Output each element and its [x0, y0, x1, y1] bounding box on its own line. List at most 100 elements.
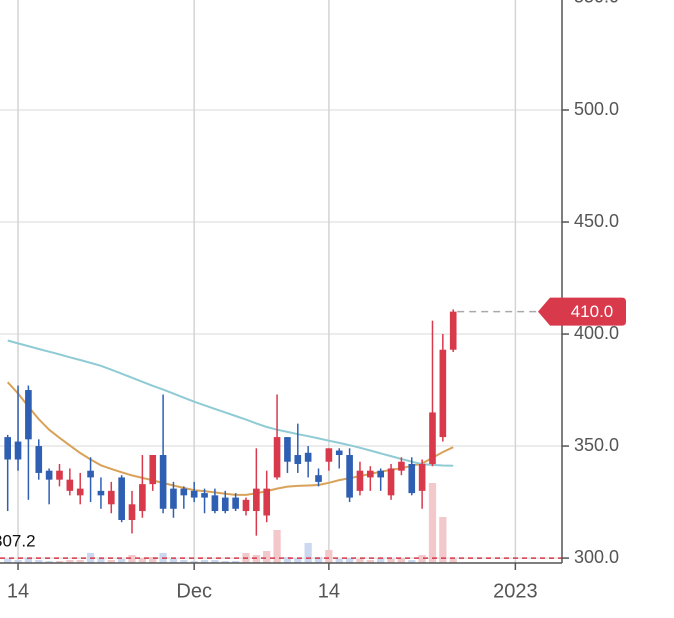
- y-tick-label: 400.0: [574, 323, 619, 343]
- candle-body: [159, 455, 167, 509]
- volume-bar: [76, 560, 84, 563]
- volume-bar: [24, 558, 33, 563]
- candle-body: [377, 470, 384, 478]
- volume-bar: [55, 561, 64, 563]
- candle-body: [284, 437, 291, 462]
- volume-bar: [138, 558, 147, 563]
- volume-bar: [294, 558, 302, 563]
- volume-bar: [325, 550, 333, 563]
- volume-bar: [190, 561, 198, 563]
- candle-body: [118, 477, 125, 520]
- volume-bar: [397, 558, 406, 563]
- volume-bar: [97, 559, 105, 563]
- low-marker-label: 307.2: [0, 531, 36, 550]
- candle-body: [315, 475, 322, 482]
- volume-bar: [428, 483, 437, 563]
- candle-body: [387, 468, 395, 496]
- volume-bar: [335, 559, 343, 563]
- last-price-tag: [538, 297, 626, 326]
- volume-bar: [14, 560, 22, 563]
- volume-bar: [408, 560, 416, 563]
- moving-average-line: [7, 339, 454, 467]
- volume-bar: [377, 558, 385, 563]
- volume-bar: [439, 517, 447, 563]
- candle-body: [398, 461, 405, 471]
- candle-body: [335, 450, 343, 456]
- y-tick-label: 500.0: [574, 99, 619, 119]
- volume-bar: [449, 559, 457, 563]
- volume-bar: [418, 555, 426, 563]
- candle-body: [87, 470, 94, 478]
- candle-body: [14, 441, 22, 460]
- volume-bar: [107, 560, 115, 563]
- volume-bar: [35, 560, 43, 563]
- candle-body: [128, 504, 136, 520]
- volume-bar: [263, 551, 271, 563]
- candle-body: [35, 446, 43, 473]
- last-price-label: 410.0: [571, 302, 614, 321]
- candle-body: [201, 493, 208, 498]
- candle-body: [221, 497, 229, 512]
- candle-body: [273, 437, 281, 478]
- volume-bar: [169, 559, 178, 563]
- candle-body: [304, 452, 312, 462]
- candle-body: [253, 488, 260, 512]
- candle-body: [211, 495, 219, 512]
- candle-body: [346, 455, 353, 498]
- candle-body: [190, 490, 198, 498]
- candle-body: [139, 484, 146, 512]
- volume-bar: [304, 543, 312, 563]
- volume-bar: [356, 559, 364, 563]
- volume-bar: [118, 559, 126, 563]
- candle-body: [294, 455, 302, 464]
- candle-body: [56, 470, 63, 480]
- volume-bar: [128, 555, 136, 563]
- candle-body: [232, 497, 239, 509]
- candle-body: [263, 488, 271, 516]
- volume-bar: [4, 559, 12, 563]
- y-tick-label: 550.0: [574, 0, 619, 7]
- volume-bar: [180, 560, 188, 563]
- volume-bar: [200, 560, 209, 563]
- volume-bar: [252, 555, 260, 563]
- candle-body: [408, 463, 416, 494]
- x-tick-label: Dec: [176, 580, 212, 602]
- candle-body: [25, 390, 32, 440]
- y-tick-label: 350.0: [574, 435, 619, 455]
- y-tick-label: 300.0: [574, 547, 619, 567]
- candle-body: [429, 412, 436, 464]
- volume-bar: [66, 560, 74, 563]
- candle-body: [76, 488, 84, 496]
- x-tick-label: 2023: [493, 580, 538, 602]
- candle-body: [180, 488, 188, 496]
- volume-bar: [273, 530, 281, 563]
- candle-body: [4, 437, 11, 460]
- candle-body: [97, 490, 105, 496]
- candle-body: [418, 463, 426, 491]
- candle-body: [170, 488, 177, 509]
- moving-average-line: [6, 381, 454, 496]
- volume-bar: [366, 560, 374, 563]
- volume-bar: [221, 561, 229, 563]
- volume-bar: [231, 561, 240, 563]
- volume-bar: [283, 557, 292, 563]
- volume-bar: [387, 559, 395, 563]
- candle-body: [439, 349, 447, 438]
- candle-body: [449, 311, 457, 350]
- volume-bar: [45, 561, 53, 563]
- candle-body: [45, 470, 53, 480]
- candle-body: [66, 479, 74, 491]
- volume-bar: [314, 557, 323, 563]
- candle-body: [242, 499, 250, 512]
- x-tick-label: 14: [7, 580, 29, 602]
- volume-bar: [345, 558, 354, 563]
- y-tick-label: 450.0: [574, 211, 619, 231]
- volume-bar: [211, 560, 219, 563]
- candle-body: [325, 448, 333, 462]
- candle-body: [356, 470, 364, 491]
- volume-bar: [149, 557, 157, 563]
- candle-body: [107, 490, 115, 505]
- candle-body: [149, 455, 157, 485]
- candle-body: [367, 470, 374, 478]
